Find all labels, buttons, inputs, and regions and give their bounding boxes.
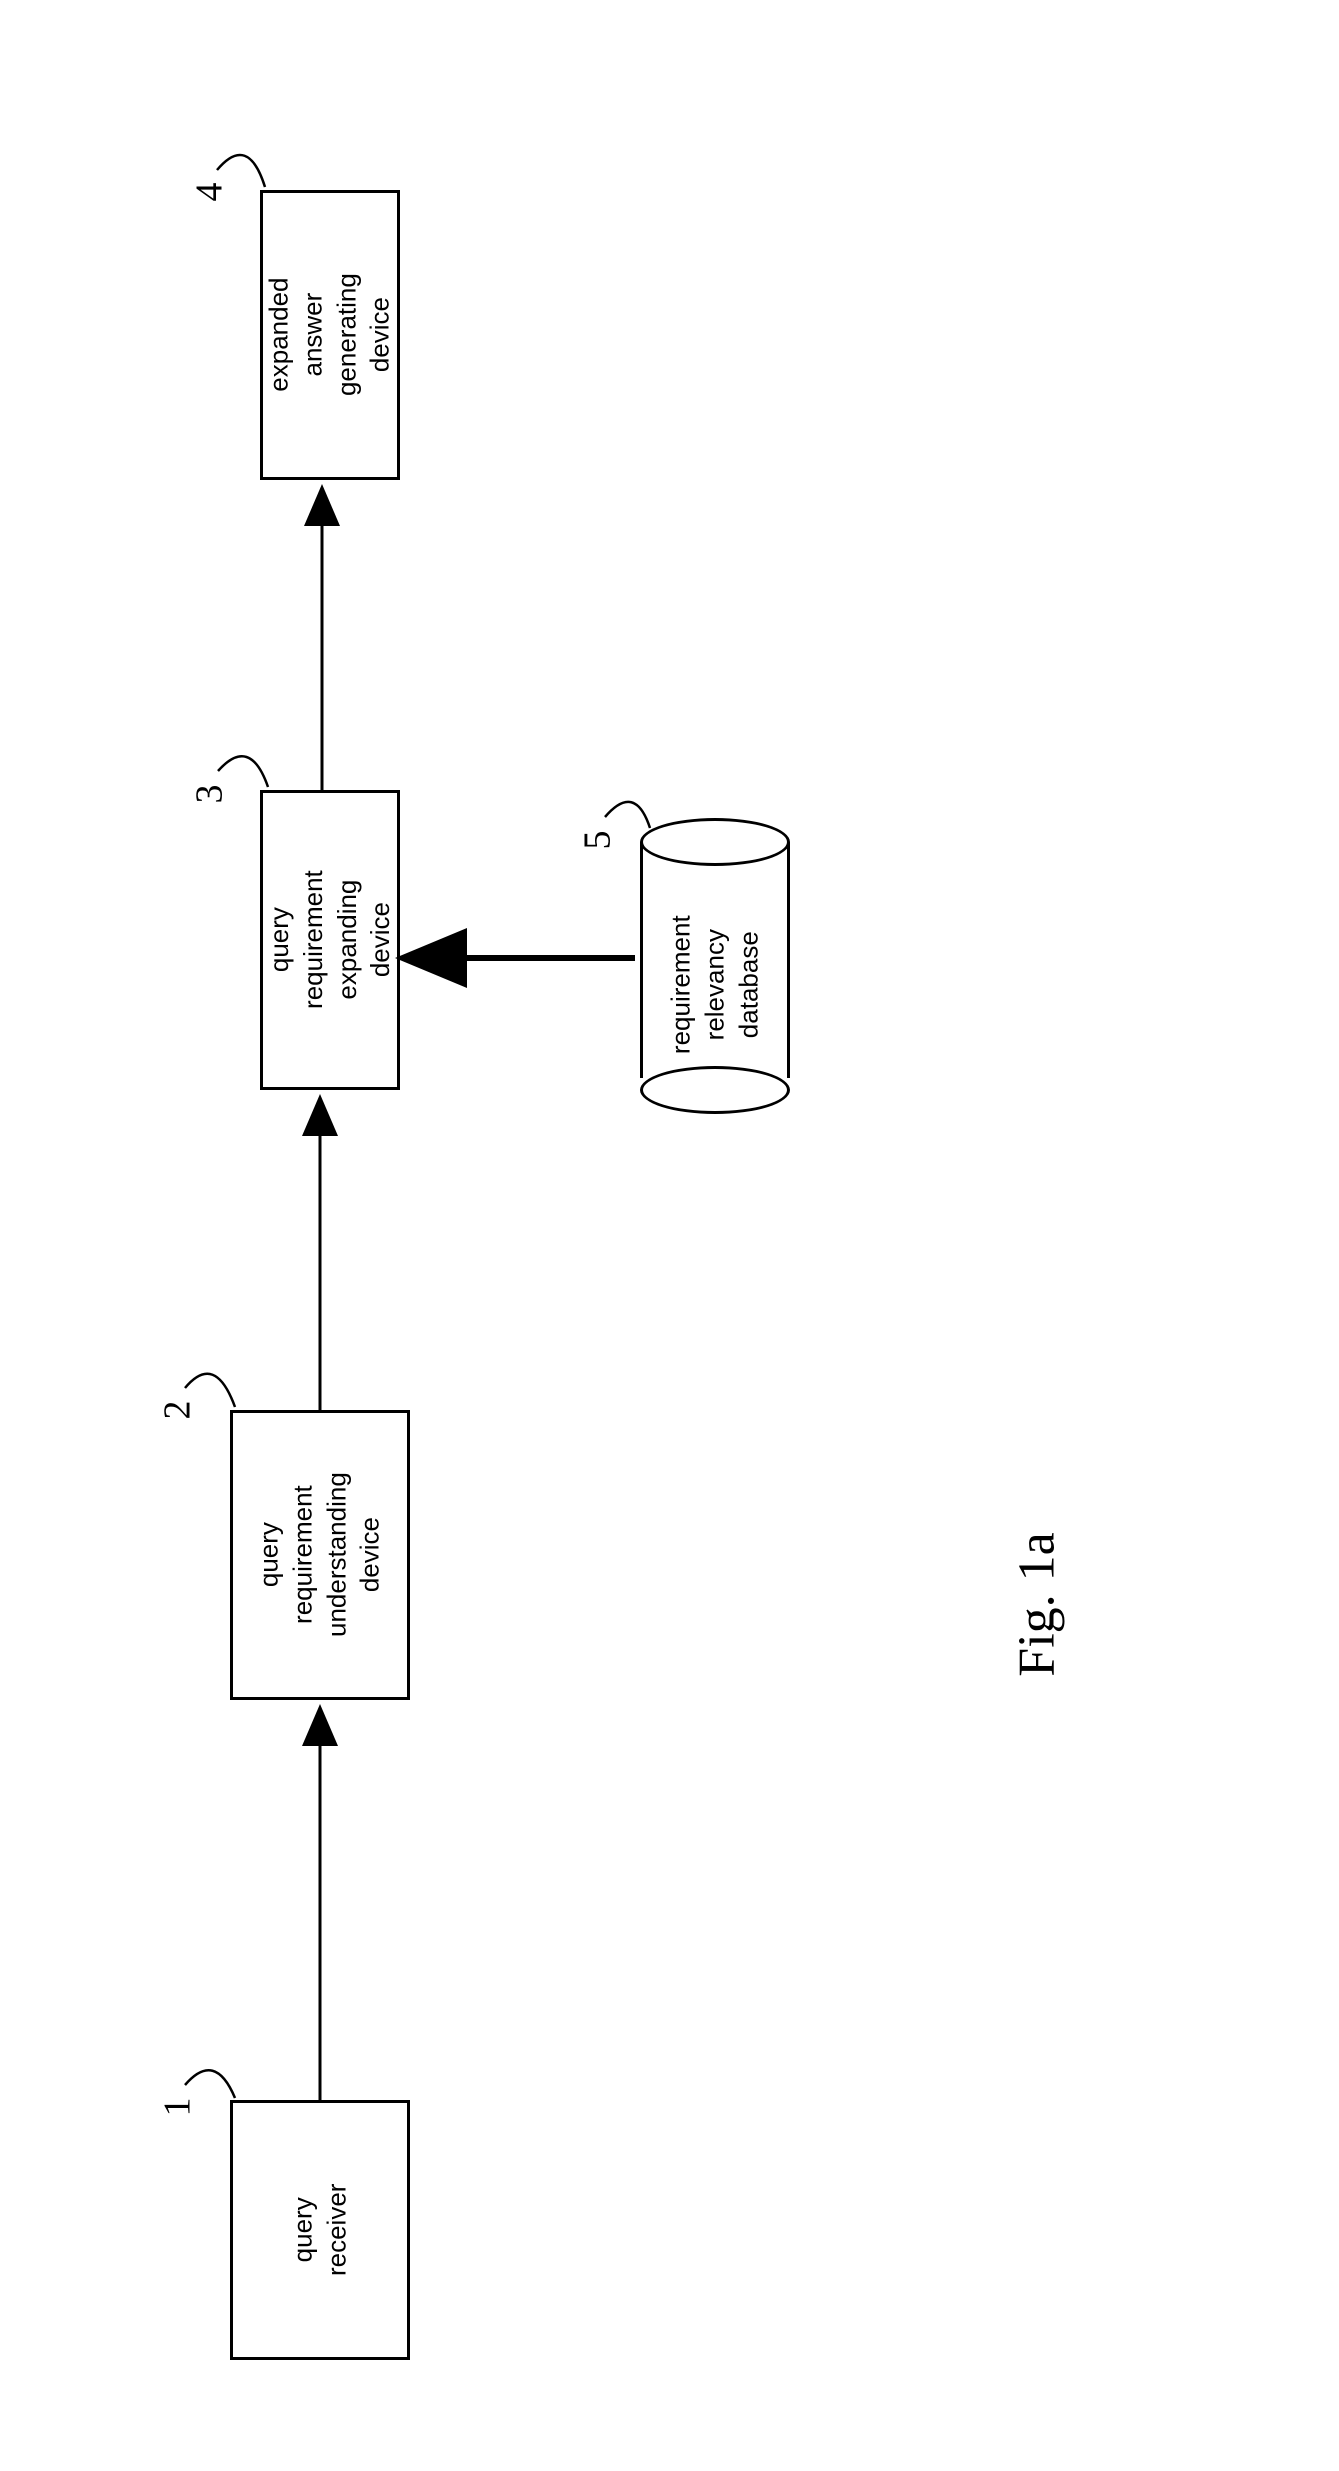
figure-label: Fig. 1a bbox=[1008, 1532, 1067, 1676]
label-3: 3 bbox=[188, 785, 232, 804]
box-label: query receiver bbox=[286, 2184, 354, 2276]
diagram-canvas: query receiver query requirement underst… bbox=[0, 0, 1339, 2471]
label-1: 1 bbox=[156, 2098, 200, 2117]
label-4: 4 bbox=[188, 183, 232, 202]
arrows-overlay bbox=[0, 0, 1339, 2471]
box-query-expanding: query requirement expanding device bbox=[260, 790, 400, 1090]
cylinder-label: requirement relevancy database bbox=[664, 870, 765, 1100]
box-query-understanding: query requirement understanding device bbox=[230, 1410, 410, 1700]
box-label: expanded answer generating device bbox=[262, 268, 397, 402]
label-5: 5 bbox=[576, 831, 620, 850]
box-label: query requirement understanding device bbox=[252, 1468, 387, 1642]
box-expanded-answer: expanded answer generating device bbox=[260, 190, 400, 480]
box-label: query requirement expanding device bbox=[262, 871, 397, 1010]
box-query-receiver: query receiver bbox=[230, 2100, 410, 2360]
label-2: 2 bbox=[156, 1401, 200, 1420]
cylinder-database: requirement relevancy database bbox=[640, 830, 790, 1090]
